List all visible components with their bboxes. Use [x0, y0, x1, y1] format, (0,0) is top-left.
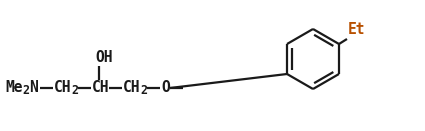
Text: Me: Me	[5, 81, 23, 95]
Text: 2: 2	[71, 84, 78, 97]
Text: 2: 2	[140, 84, 147, 97]
Text: CH: CH	[54, 81, 71, 95]
Text: O: O	[161, 81, 170, 95]
Text: 2: 2	[22, 84, 29, 97]
Text: CH: CH	[123, 81, 141, 95]
Text: OH: OH	[95, 50, 113, 66]
Text: CH: CH	[92, 81, 110, 95]
Text: N: N	[29, 81, 38, 95]
Text: Et: Et	[348, 23, 366, 37]
